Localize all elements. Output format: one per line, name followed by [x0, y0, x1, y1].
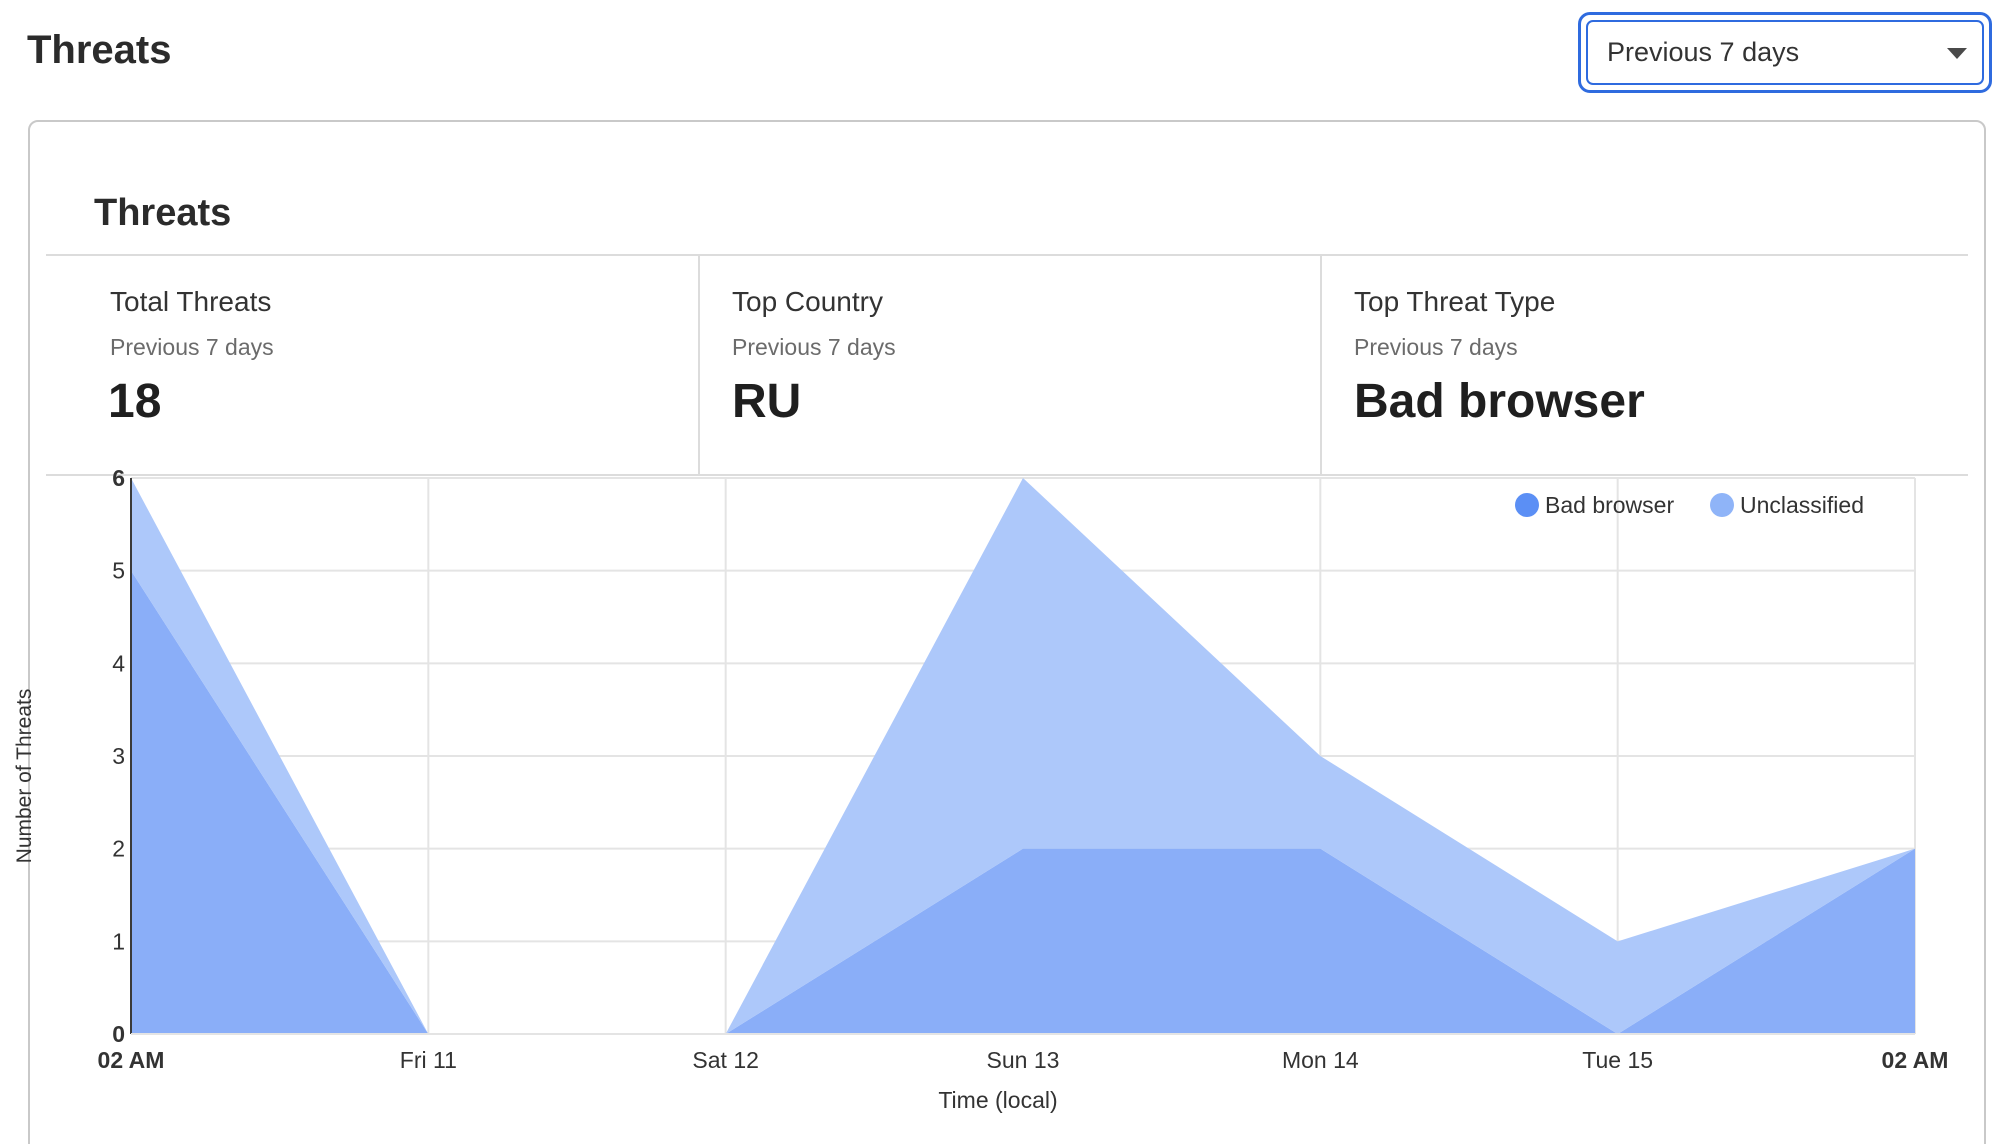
area-series-unclassified	[131, 478, 1915, 1034]
time-range-select-field[interactable]: Previous 7 days	[1586, 20, 1984, 85]
stat-label: Top Threat Type	[1354, 286, 1556, 317]
legend-label: Bad browser	[1545, 492, 1674, 518]
stat-period: Previous 7 days	[732, 334, 896, 360]
legend-marker	[1710, 493, 1734, 517]
x-tick-label: Sun 13	[987, 1047, 1060, 1073]
x-tick-label: 02 AM	[1882, 1047, 1949, 1073]
y-tick-label: 5	[112, 558, 125, 584]
stat-value: Bad browser	[1354, 375, 1645, 428]
y-tick-label: 4	[112, 650, 125, 676]
stat-period: Previous 7 days	[110, 334, 274, 360]
stat-top-threat-type: Top Threat Type Previous 7 days Bad brow…	[1322, 256, 1968, 474]
stat-period: Previous 7 days	[1354, 334, 1518, 360]
stat-top-country: Top Country Previous 7 days RU	[700, 256, 1322, 474]
legend-marker	[1515, 493, 1539, 517]
x-tick-label: Mon 14	[1282, 1047, 1359, 1073]
stat-value: 18	[108, 375, 162, 428]
card-title: Threats	[94, 192, 232, 234]
stat-label: Top Country	[732, 286, 883, 317]
x-tick-label: Sat 12	[692, 1047, 759, 1073]
stats-row: Total Threats Previous 7 days 18 Top Cou…	[46, 256, 1968, 474]
y-tick-label: 6	[112, 465, 125, 491]
chevron-down-icon[interactable]	[1947, 48, 1967, 59]
x-axis-title: Time (local)	[938, 1087, 1057, 1113]
time-range-select-value: Previous 7 days	[1607, 37, 1800, 67]
x-tick-label: Fri 11	[400, 1047, 457, 1073]
y-tick-label: 0	[112, 1021, 125, 1047]
x-tick-label: Tue 15	[1582, 1047, 1653, 1073]
y-tick-label: 1	[112, 928, 125, 954]
card-divider	[46, 254, 1968, 256]
time-range-select[interactable]: Previous 7 days	[1578, 12, 1992, 93]
stats-divider	[46, 474, 1968, 476]
y-tick-label: 2	[112, 836, 125, 862]
legend-label: Unclassified	[1740, 492, 1864, 518]
y-axis-title: Number of Threats	[13, 689, 36, 864]
stat-total-threats: Total Threats Previous 7 days 18	[46, 256, 700, 474]
y-tick-label: 3	[112, 743, 125, 769]
area-series-bad-browser	[131, 570, 1915, 1034]
x-tick-label: 02 AM	[98, 1047, 165, 1073]
page-title: Threats	[27, 28, 172, 72]
stat-label: Total Threats	[110, 286, 272, 317]
stat-value: RU	[732, 375, 802, 428]
